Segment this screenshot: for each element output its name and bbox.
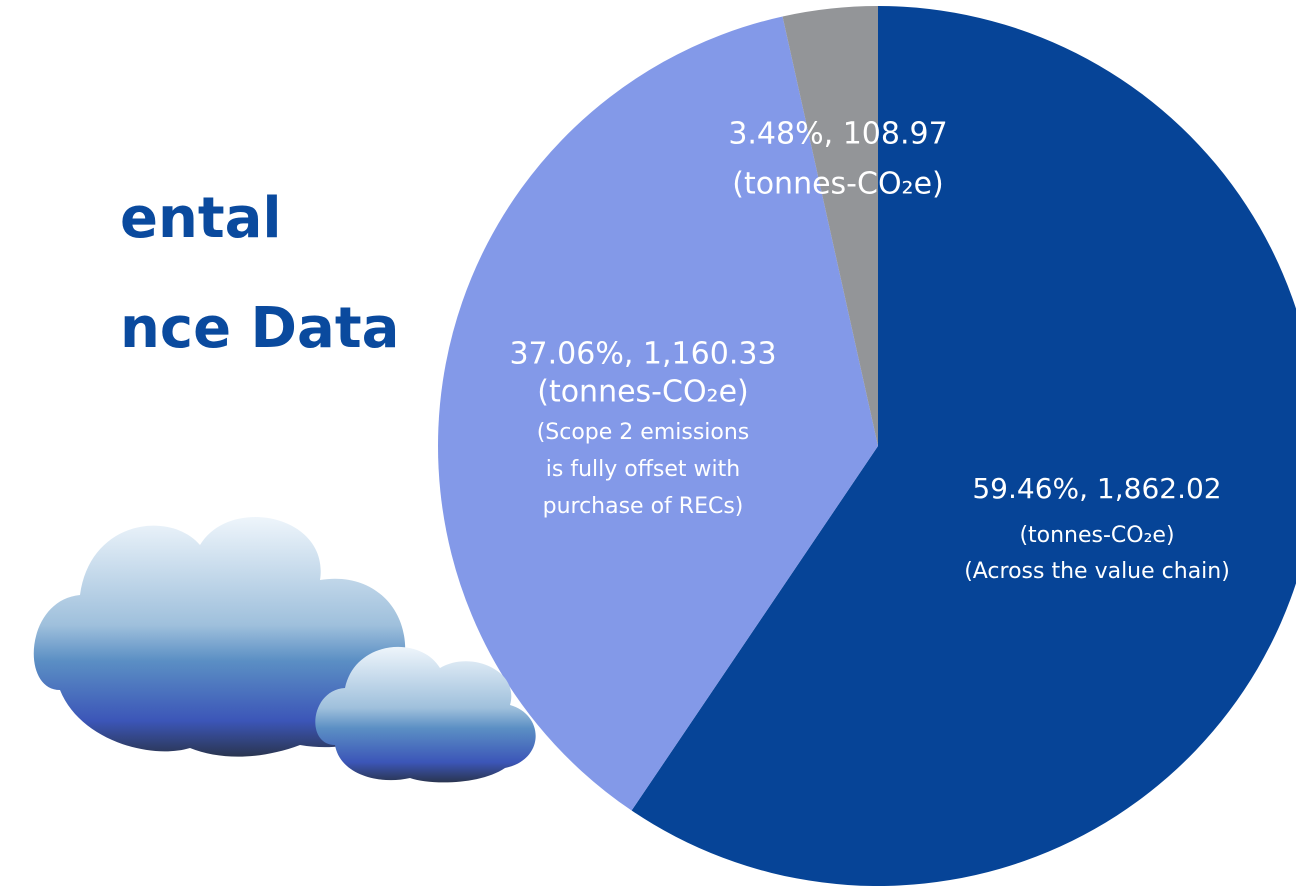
unit-label: (tonnes-CO₂e) <box>537 375 749 410</box>
title-line: ental <box>120 186 282 251</box>
note-line: purchase of RECs) <box>543 494 744 519</box>
unit-label: (tonnes-CO₂e) <box>1019 523 1174 548</box>
chart: ental nce Data 59.46%, 1,862.02 (tonnes-C… <box>0 0 1296 891</box>
value-label: 59.46%, 1,862.02 <box>972 472 1221 505</box>
unit-label: (tonnes-CO₂e) <box>732 167 944 202</box>
title-line: nce Data <box>120 296 399 361</box>
note-line: (Scope 2 emissions <box>537 420 750 445</box>
note-line: (Across the value chain) <box>964 559 1230 584</box>
value-label: 37.06%, 1,160.33 <box>509 337 776 372</box>
value-label: 3.48%, 108.97 <box>728 117 947 152</box>
note-line: is fully offset with <box>546 457 740 482</box>
